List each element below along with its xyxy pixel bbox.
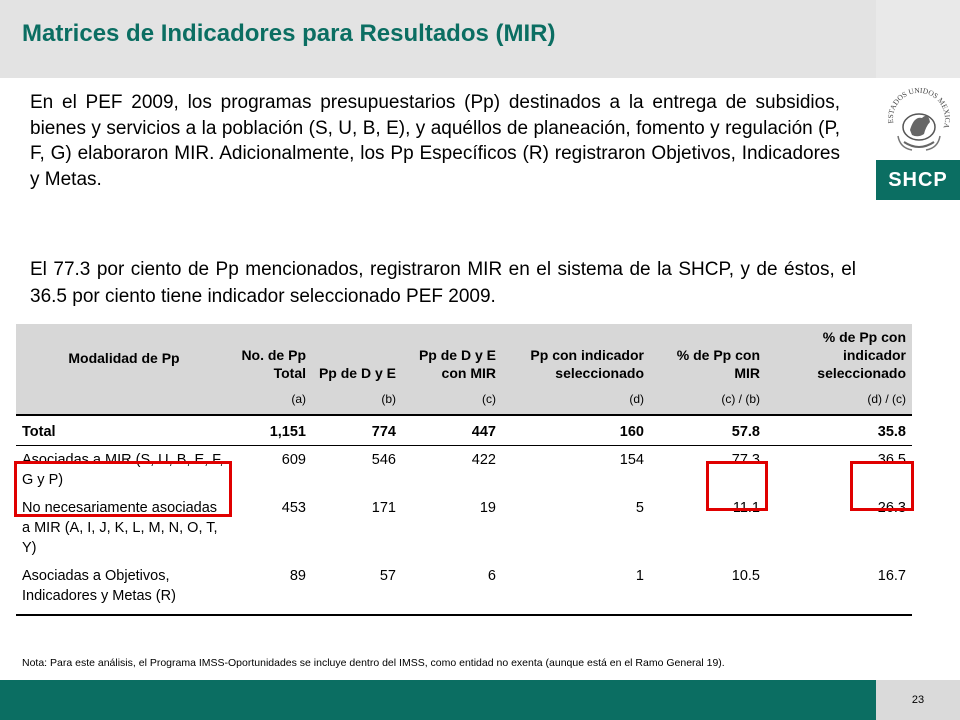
row-label: Asociadas a Objetivos, Indicadores y Met… — [16, 562, 232, 616]
paragraph-2: El 77.3 por ciento de Pp mencionados, re… — [30, 259, 856, 307]
column-header: No. de Pp Total — [232, 324, 312, 386]
paragraph-1: En el PEF 2009, los programas presupuest… — [30, 92, 840, 190]
column-code: (d) / (c) — [766, 386, 912, 415]
table-cell: 1 — [502, 562, 650, 616]
table-cell: 5 — [635, 500, 644, 516]
column-code: (b) — [312, 386, 402, 415]
highlight-box-pct-indicador — [850, 461, 914, 511]
highlight-box-asociadas — [14, 461, 232, 517]
table-cell: 16.7 — [766, 562, 912, 616]
table-header-row: Modalidad de Pp No. de Pp Total Pp de D … — [16, 324, 912, 386]
row-label: Asociadas a MIR (S, U, B, E, F, G y P) — [22, 452, 224, 488]
table-cell: 160 — [502, 414, 650, 446]
column-header: % de Pp con indicador seleccionado — [766, 324, 912, 386]
table-row: Asociadas a MIR (S, U, B, E, F, G y P) 6… — [16, 446, 912, 495]
column-code: (d) — [502, 386, 650, 415]
table-row: Total 1,151 774 447 160 57.8 35.8 — [16, 414, 912, 446]
table-cell: 36.5 — [877, 452, 906, 468]
page-title: Matrices de Indicadores para Resultados … — [22, 20, 556, 47]
column-header: Pp de D y E con MIR — [402, 324, 502, 386]
column-header: Modalidad de Pp — [16, 324, 232, 386]
table-cell: 546 — [371, 452, 396, 468]
column-code: (c) / (b) — [650, 386, 766, 415]
row-label: Total — [16, 414, 232, 446]
table-cell: 57 — [312, 562, 402, 616]
footer-bar — [0, 680, 876, 720]
table-cell: 154 — [619, 452, 644, 468]
page-number: 23 — [876, 680, 960, 720]
mir-table: Modalidad de Pp No. de Pp Total Pp de D … — [16, 324, 912, 616]
table-cell: 774 — [312, 414, 402, 446]
column-header: Pp con indicador seleccionado — [502, 324, 650, 386]
table-cell: 609 — [281, 452, 306, 468]
table-row: Asociadas a Objetivos, Indicadores y Met… — [16, 562, 912, 616]
table-code-row: (a) (b) (c) (d) (c) / (b) (d) / (c) — [16, 386, 912, 415]
table-cell: 171 — [371, 500, 396, 516]
column-header: Pp de D y E — [312, 324, 402, 386]
table-cell: 453 — [281, 500, 306, 516]
column-code: (a) — [232, 386, 312, 415]
highlight-box-pct-mir — [706, 461, 768, 511]
table-cell: 422 — [471, 452, 496, 468]
column-code: (c) — [402, 386, 502, 415]
table-cell: 89 — [232, 562, 312, 616]
table-cell: 77.3 — [731, 452, 760, 468]
mexican-seal-icon: ESTADOS UNIDOS MEXICANOS — [884, 82, 952, 151]
table-cell: 6 — [402, 562, 502, 616]
table-cell: 57.8 — [650, 414, 766, 446]
table-cell: 447 — [402, 414, 502, 446]
shcp-badge: SHCP — [876, 160, 960, 200]
title-bar: Matrices de Indicadores para Resultados … — [0, 0, 876, 78]
table-cell: 1,151 — [232, 414, 312, 446]
row-label: No necesariamente asociadas a MIR (A, I,… — [22, 500, 218, 556]
footnote: Nota: Para este análisis, el Programa IM… — [22, 657, 725, 669]
logo-top-block — [876, 0, 960, 78]
table-cell: 19 — [479, 500, 496, 516]
table-cell: 10.5 — [650, 562, 766, 616]
column-header: % de Pp con MIR — [650, 324, 766, 386]
column-code — [16, 386, 232, 415]
table-cell: 35.8 — [766, 414, 912, 446]
